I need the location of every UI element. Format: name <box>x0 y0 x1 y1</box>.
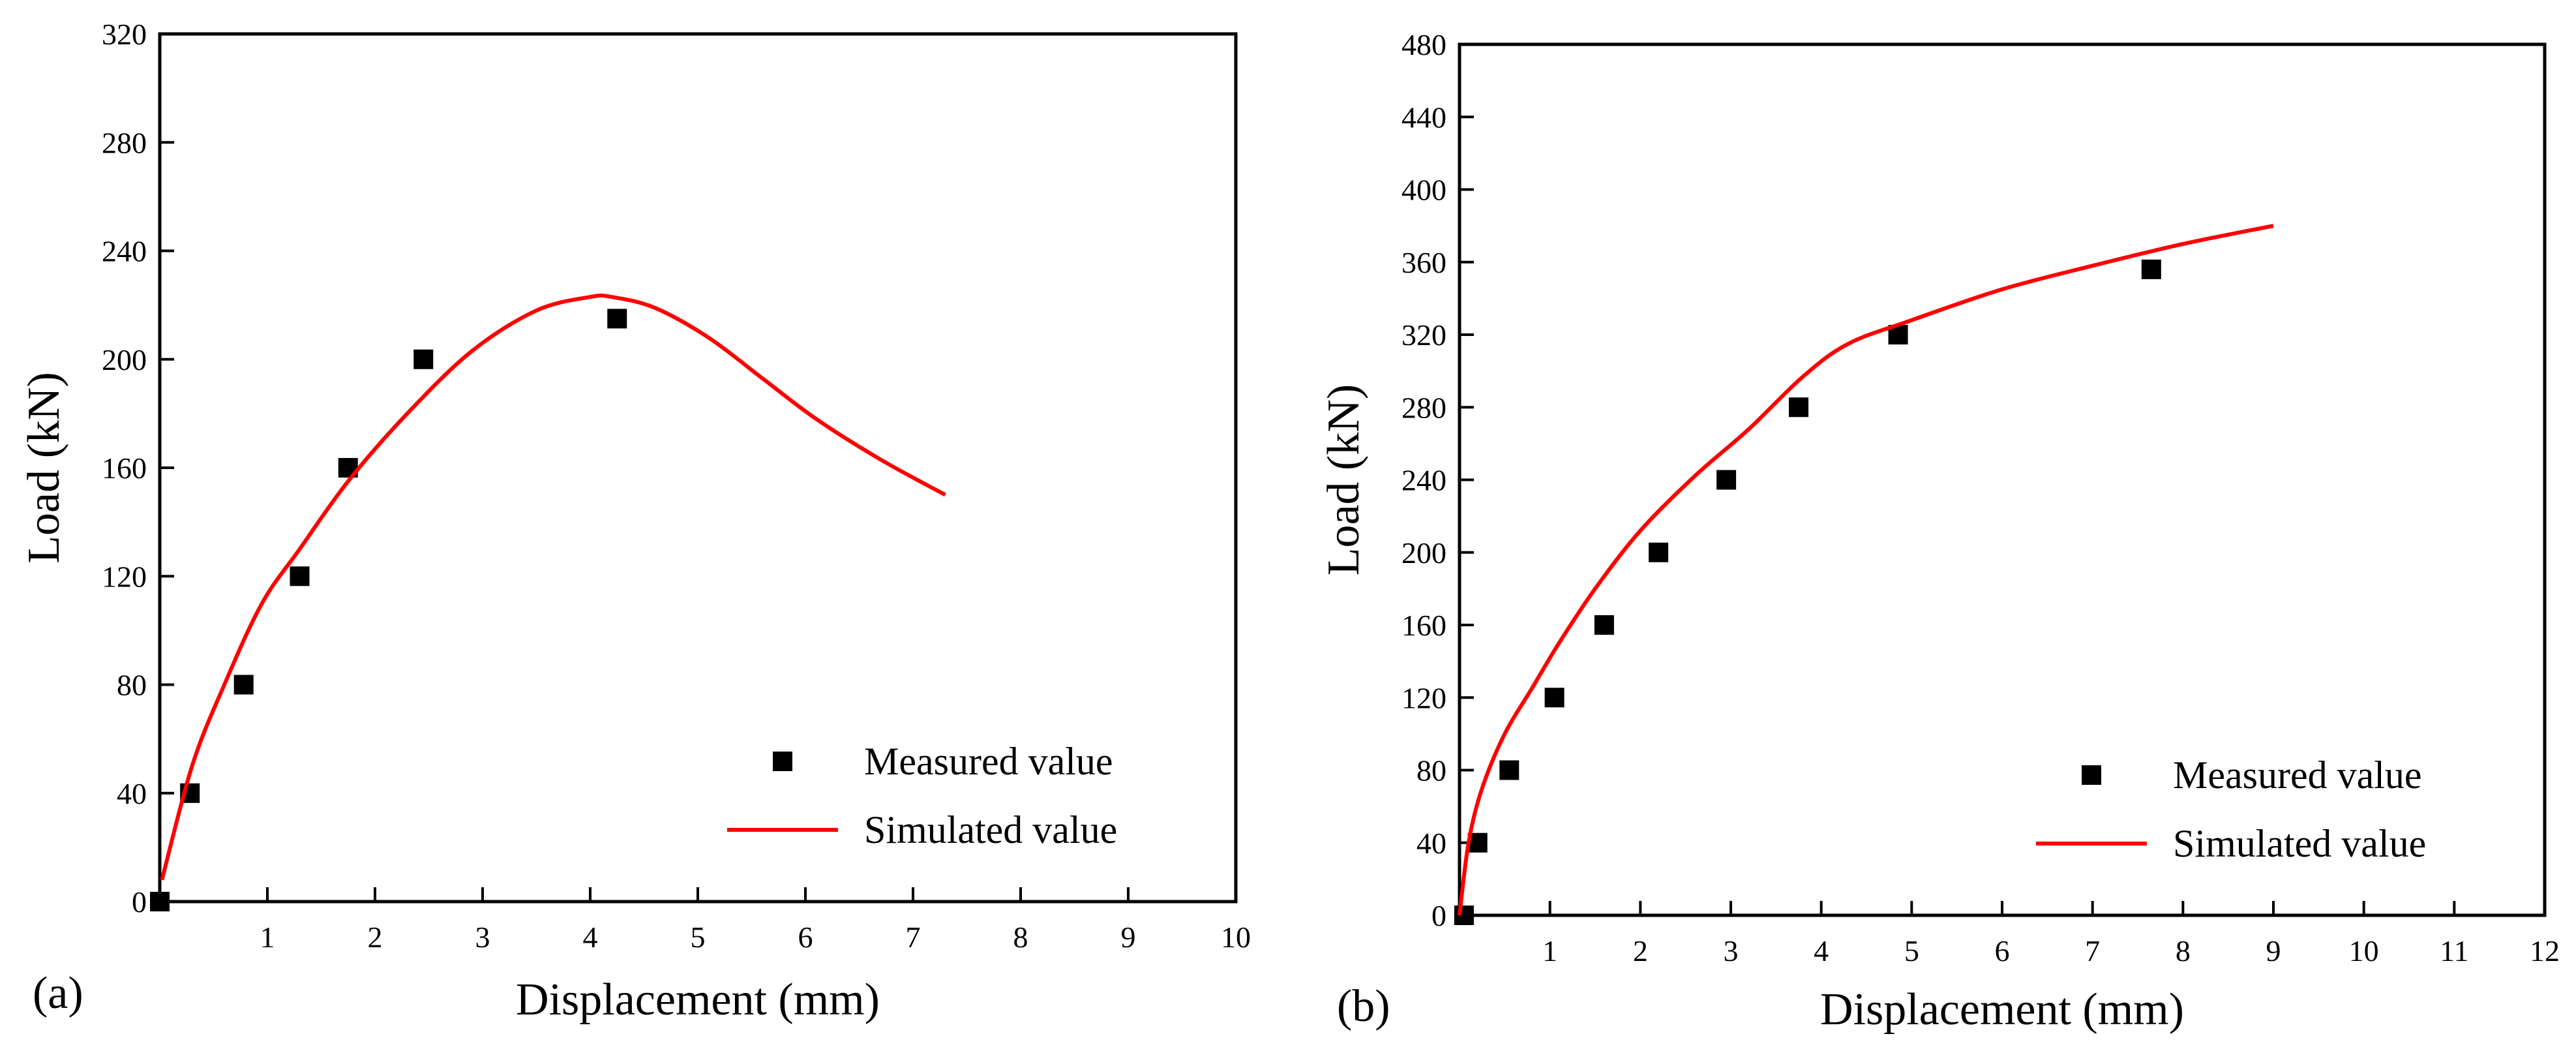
x-tick-label: 8 <box>2176 934 2191 967</box>
chart-panel-a: 0 40 80 120 160 200 240 280 320 1 2 3 4 5 6 7 8 9 10 Displa… <box>19 18 1251 1025</box>
y-tick-label: 80 <box>1416 754 1446 787</box>
simulated-value-line <box>1458 224 2274 916</box>
y-tick-label: 0 <box>1431 899 1446 932</box>
x-tick-label: 8 <box>1013 921 1028 954</box>
x-tick-label: 7 <box>906 921 921 954</box>
x-tick-label: 3 <box>1724 934 1739 967</box>
measured-value-point <box>1499 760 1520 780</box>
y-tick-label: 160 <box>1401 609 1446 642</box>
x-tick-label: 2 <box>1633 934 1648 967</box>
y-tick-label: 320 <box>1401 318 1446 352</box>
y-tick-label: 120 <box>102 560 147 593</box>
legend-label: Measured value <box>2173 754 2422 797</box>
x-tick-label: 4 <box>1814 934 1829 967</box>
y-tick-label: 200 <box>102 343 147 376</box>
x-tick-label: 3 <box>475 921 490 954</box>
x-tick-label: 1 <box>260 921 275 954</box>
y-tick-label: 0 <box>132 885 147 919</box>
panel-label: (b) <box>1337 981 1390 1031</box>
x-tick-label: 4 <box>583 921 598 954</box>
x-tick-label: 6 <box>1995 934 2010 967</box>
legend-label: Simulated value <box>864 808 1117 851</box>
x-tick-label: 9 <box>2266 934 2281 967</box>
y-tick-label: 40 <box>1416 827 1446 860</box>
y-tick-label: 360 <box>1401 246 1446 279</box>
measured-value-point <box>1649 542 1669 562</box>
y-tick-label: 480 <box>1401 28 1446 61</box>
y-tick-label: 280 <box>1401 391 1446 424</box>
legend-square-swatch <box>773 752 792 771</box>
x-tick-label: 5 <box>1904 934 1919 967</box>
x-tick-label: 7 <box>2085 934 2100 967</box>
x-tick-label: 11 <box>2440 934 2468 967</box>
measured-value-point <box>2141 259 2161 279</box>
y-tick-label: 40 <box>117 777 147 810</box>
measured-value-point <box>1789 397 1808 418</box>
y-tick-label: 200 <box>1401 536 1446 570</box>
measured-value-point <box>1544 688 1565 708</box>
x-tick-label: 2 <box>368 921 383 954</box>
x-tick-label: 10 <box>2349 934 2379 967</box>
y-axis-title: Load (kN) <box>19 372 69 564</box>
x-tick-label: 10 <box>1221 921 1251 954</box>
x-tick-label: 6 <box>798 921 813 954</box>
y-tick-label: 440 <box>1401 100 1446 134</box>
measured-value-point <box>290 566 310 586</box>
legend-label: Measured value <box>864 740 1113 783</box>
measured-value-point <box>1716 470 1737 490</box>
y-tick-label: 320 <box>102 18 147 51</box>
measured-value-point <box>413 349 434 369</box>
measured-value-point <box>233 675 254 695</box>
panel-label: (a) <box>33 968 83 1018</box>
measured-value-point <box>1594 615 1614 635</box>
y-tick-label: 400 <box>1401 174 1446 207</box>
legend-label: Simulated value <box>2173 822 2426 865</box>
y-tick-label: 80 <box>117 669 147 702</box>
y-axis-title: Load (kN) <box>1319 384 1369 576</box>
x-axis-title: Displacement (mm) <box>1820 984 2184 1035</box>
y-tick-label: 160 <box>102 451 147 485</box>
y-tick-label: 120 <box>1401 681 1446 714</box>
x-axis-title: Displacement (mm) <box>516 975 880 1025</box>
measured-value-point <box>150 892 170 911</box>
y-tick-label: 240 <box>102 235 147 268</box>
x-tick-label: 12 <box>2530 934 2560 967</box>
measured-value-point <box>1454 906 1474 925</box>
y-tick-label: 240 <box>1401 464 1446 497</box>
x-tick-label: 1 <box>1542 934 1557 967</box>
x-tick-label: 9 <box>1121 921 1136 954</box>
simulated-value-line <box>160 293 946 881</box>
measured-value-point <box>607 309 627 329</box>
legend-square-swatch <box>2082 765 2101 785</box>
x-tick-label: 5 <box>691 921 706 954</box>
y-tick-label: 280 <box>102 126 147 159</box>
